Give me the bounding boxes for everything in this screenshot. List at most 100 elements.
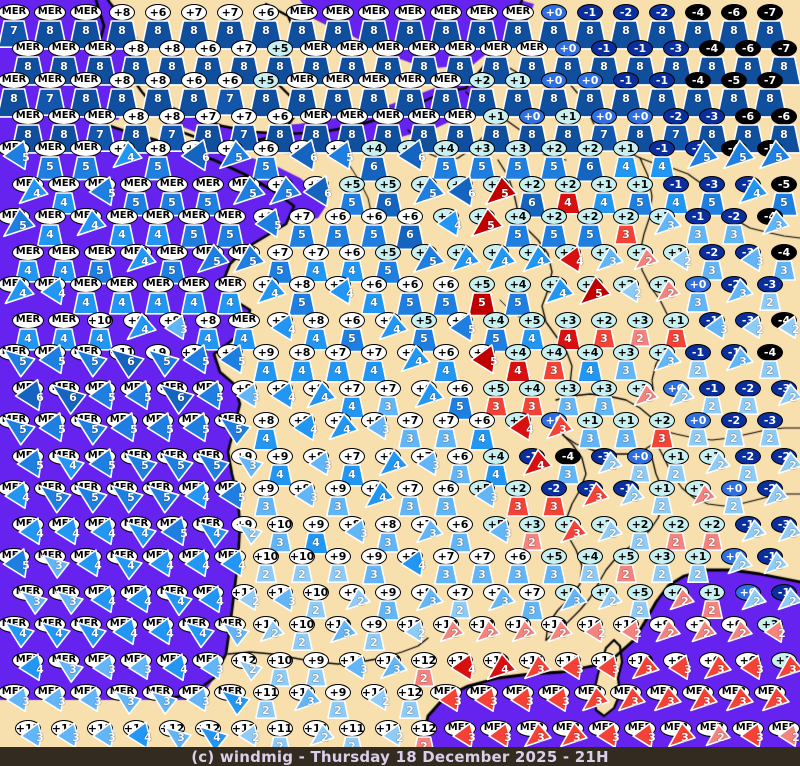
sea-marker-mer: MER [70, 275, 102, 293]
temperature-oval: +7 [217, 3, 243, 21]
temperature-oval: +0 [541, 71, 567, 89]
temperature-oval: -4 [685, 71, 711, 89]
temperature-oval: +1 [591, 175, 617, 193]
temperature-oval: +0 [627, 107, 653, 125]
temperature-oval: -2 [663, 107, 689, 125]
temperature-oval: -2 [699, 243, 725, 261]
temperature-oval: -6 [771, 107, 797, 125]
temperature-oval: +0 [685, 275, 711, 293]
temperature-oval: +6 [145, 3, 171, 21]
temperature-oval: -6 [735, 39, 761, 57]
temperature-oval: -2 [721, 207, 747, 225]
temperature-oval: -4 [685, 3, 711, 21]
sea-marker-mer: MER [70, 3, 102, 21]
temperature-oval: +6 [433, 275, 459, 293]
sea-marker-mer: MER [106, 207, 138, 225]
temperature-oval: +7 [195, 107, 221, 125]
sea-marker-mer: MER [0, 3, 30, 21]
temperature-oval: +2 [469, 71, 495, 89]
temperature-oval: +5 [267, 39, 293, 57]
temperature-oval: -1 [577, 3, 603, 21]
temperature-oval: +6 [253, 139, 279, 157]
temperature-oval: +5 [519, 311, 545, 329]
temperature-oval: +2 [555, 175, 581, 193]
temperature-oval: +1 [613, 139, 639, 157]
temperature-oval: +5 [375, 243, 401, 261]
sea-marker-mer: MER [300, 107, 332, 125]
sea-marker-mer: MER [444, 107, 476, 125]
temperature-oval: +1 [555, 107, 581, 125]
temperature-oval: +4 [483, 311, 509, 329]
temperature-oval: +7 [267, 243, 293, 261]
sea-marker-mer: MER [34, 3, 66, 21]
temperature-oval: +8 [159, 107, 185, 125]
sea-marker-mer: MER [466, 3, 498, 21]
temperature-oval: -7 [771, 39, 797, 57]
sea-marker-mer: MER [156, 175, 188, 193]
temperature-oval: -7 [757, 3, 783, 21]
sea-marker-mer: MER [0, 71, 30, 89]
temperature-oval: +1 [505, 71, 531, 89]
sea-marker-mer: MER [34, 207, 66, 225]
temperature-oval: -7 [757, 71, 783, 89]
sea-marker-mer: MER [84, 243, 116, 261]
temperature-oval: -5 [771, 175, 797, 193]
sea-marker-mer: MER [178, 207, 210, 225]
temperature-oval: +7 [303, 243, 329, 261]
sea-marker-mer: MER [358, 71, 390, 89]
temperature-oval: +5 [375, 175, 401, 193]
sea-marker-mer: MER [106, 275, 138, 293]
temperature-oval: +0 [577, 71, 603, 89]
temperature-oval: -1 [663, 175, 689, 193]
temperature-oval: -3 [699, 107, 725, 125]
temperature-oval: +1 [663, 311, 689, 329]
temperature-oval: +0 [541, 3, 567, 21]
sea-marker-mer: MER [84, 107, 116, 125]
temperature-oval: +8 [159, 39, 185, 57]
temperature-oval: -1 [591, 39, 617, 57]
temperature-oval: -4 [699, 39, 725, 57]
temperature-oval: +6 [339, 243, 365, 261]
temperature-oval: +5 [253, 71, 279, 89]
temperature-oval: +6 [397, 275, 423, 293]
sea-marker-mer: MER [178, 275, 210, 293]
temperature-oval: +8 [123, 39, 149, 57]
temperature-oval: -6 [735, 107, 761, 125]
temperature-oval: -3 [699, 175, 725, 193]
temperature-oval: +7 [231, 107, 257, 125]
temperature-oval: +0 [519, 107, 545, 125]
temperature-oval: +6 [325, 207, 351, 225]
temperature-oval: +2 [541, 139, 567, 157]
temperature-oval: +8 [289, 275, 315, 293]
sea-marker-mer: MER [322, 71, 354, 89]
temperature-oval: +4 [505, 207, 531, 225]
caption-bar: (c) windmig - Thursday 18 December 2025 … [0, 747, 800, 766]
sea-marker-mer: MER [12, 311, 44, 329]
temperature-oval: +0 [591, 107, 617, 125]
sea-marker-mer: MER [516, 39, 548, 57]
sea-marker-mer: MER [156, 243, 188, 261]
temperature-oval: +10 [87, 311, 113, 329]
sea-marker-mer: MER [286, 3, 318, 21]
sea-marker-mer: MER [228, 311, 260, 329]
temperature-oval: -1 [627, 39, 653, 57]
sea-marker-mer: MER [12, 107, 44, 125]
sea-marker-mer: MER [444, 39, 476, 57]
temperature-oval: +3 [555, 311, 581, 329]
sea-marker-mer: MER [214, 207, 246, 225]
sea-marker-mer: MER [408, 39, 440, 57]
sea-marker-mer: MER [70, 139, 102, 157]
sea-marker-mer: MER [286, 71, 318, 89]
sea-marker-mer: MER [34, 139, 66, 157]
caption-text: (c) windmig - Thursday 18 December 2025 … [191, 747, 609, 766]
temperature-oval: -2 [649, 3, 675, 21]
temperature-oval: +8 [145, 71, 171, 89]
sea-marker-mer: MER [358, 3, 390, 21]
temperature-oval: +6 [253, 3, 279, 21]
sea-marker-mer: MER [336, 39, 368, 57]
sea-marker-mer: MER [372, 39, 404, 57]
temperature-oval: +7 [181, 3, 207, 21]
temperature-oval: +2 [591, 311, 617, 329]
temperature-oval: +6 [267, 107, 293, 125]
sea-marker-mer: MER [12, 39, 44, 57]
